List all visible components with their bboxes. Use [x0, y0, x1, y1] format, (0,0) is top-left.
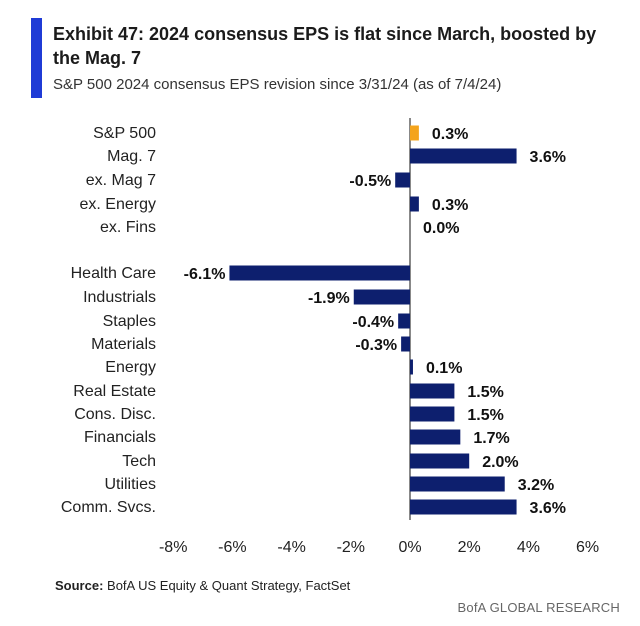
x-tick-label-0: -8%: [159, 539, 187, 556]
bar-utilities: [410, 476, 505, 492]
x-tick-label-6: 4%: [517, 539, 540, 556]
value-label-cons-disc: 1.5%: [467, 407, 503, 424]
bar-energy: [410, 359, 413, 375]
category-label-mag-7: Mag. 7: [107, 148, 156, 165]
value-label-ex-mag-7: -0.5%: [349, 173, 391, 190]
source-label: Source:: [55, 578, 104, 593]
value-label-comm-svcs: 3.6%: [530, 500, 566, 517]
value-label-materials: -0.3%: [355, 337, 397, 354]
value-label-ex-fins: 0.0%: [423, 220, 459, 237]
value-label-s-p-500: 0.3%: [432, 126, 468, 143]
bar-s-p-500: [410, 125, 419, 141]
category-label-comm-svcs: Comm. Svcs.: [61, 499, 156, 516]
x-tick-label-3: -2%: [337, 539, 365, 556]
chart-subtitle: S&P 500 2024 consensus EPS revision sinc…: [53, 76, 502, 93]
x-tick-label-1: -6%: [218, 539, 246, 556]
bar-comm-svcs: [410, 499, 517, 515]
x-tick-label-7: 6%: [576, 539, 599, 556]
value-label-energy: 0.1%: [426, 360, 462, 377]
bar-financials: [410, 429, 461, 445]
bar-staples: [398, 313, 410, 329]
source-text: BofA US Equity & Quant Strategy, FactSet: [107, 578, 351, 593]
value-label-real-estate: 1.5%: [467, 384, 503, 401]
x-tick-label-2: -4%: [277, 539, 305, 556]
bar-cons-disc: [410, 406, 455, 422]
value-label-mag-7: 3.6%: [530, 149, 566, 166]
value-label-ex-energy: 0.3%: [432, 197, 468, 214]
category-label-tech: Tech: [122, 453, 156, 470]
chart-title: Exhibit 47: 2024 consensus EPS is flat s…: [53, 24, 597, 68]
category-label-staples: Staples: [103, 313, 156, 330]
accent-bar: [31, 18, 42, 98]
value-label-tech: 2.0%: [482, 454, 518, 471]
brand-footer: BofA GLOBAL RESEARCH: [457, 600, 620, 615]
bar-mag-7: [410, 148, 517, 164]
category-label-financials: Financials: [84, 429, 156, 446]
category-label-industrials: Industrials: [83, 289, 156, 306]
category-label-real-estate: Real Estate: [73, 383, 156, 400]
bar-chart: S&P 500 0.3% Mag. 7 3.6% ex. Mag 7 -0.5% ex. E…: [61, 118, 599, 556]
category-label-s-p-500: S&P 500: [93, 125, 156, 142]
category-label-cons-disc: Cons. Disc.: [74, 406, 156, 423]
bar-materials: [401, 336, 410, 352]
source-note: Source: BofA US Equity & Quant Strategy,…: [55, 578, 350, 593]
bar-health-care: [229, 265, 410, 281]
category-label-health-care: Health Care: [71, 265, 156, 282]
bar-ex-mag-7: [395, 172, 410, 188]
value-label-financials: 1.7%: [473, 430, 509, 447]
category-label-ex-fins: ex. Fins: [100, 219, 156, 236]
category-label-ex-mag-7: ex. Mag 7: [86, 172, 156, 189]
bar-industrials: [353, 289, 410, 305]
value-label-utilities: 3.2%: [518, 477, 554, 494]
category-label-energy: Energy: [105, 359, 156, 376]
category-label-ex-energy: ex. Energy: [80, 196, 156, 213]
bar-real-estate: [410, 383, 455, 399]
x-tick-label-4: 0%: [398, 539, 421, 556]
value-label-staples: -0.4%: [352, 314, 394, 331]
x-tick-label-5: 2%: [458, 539, 481, 556]
bar-ex-energy: [410, 196, 419, 212]
category-label-utilities: Utilities: [104, 476, 156, 493]
value-label-health-care: -6.1%: [184, 266, 226, 283]
value-label-industrials: -1.9%: [308, 290, 350, 307]
bar-tech: [410, 453, 470, 469]
category-label-materials: Materials: [91, 336, 156, 353]
